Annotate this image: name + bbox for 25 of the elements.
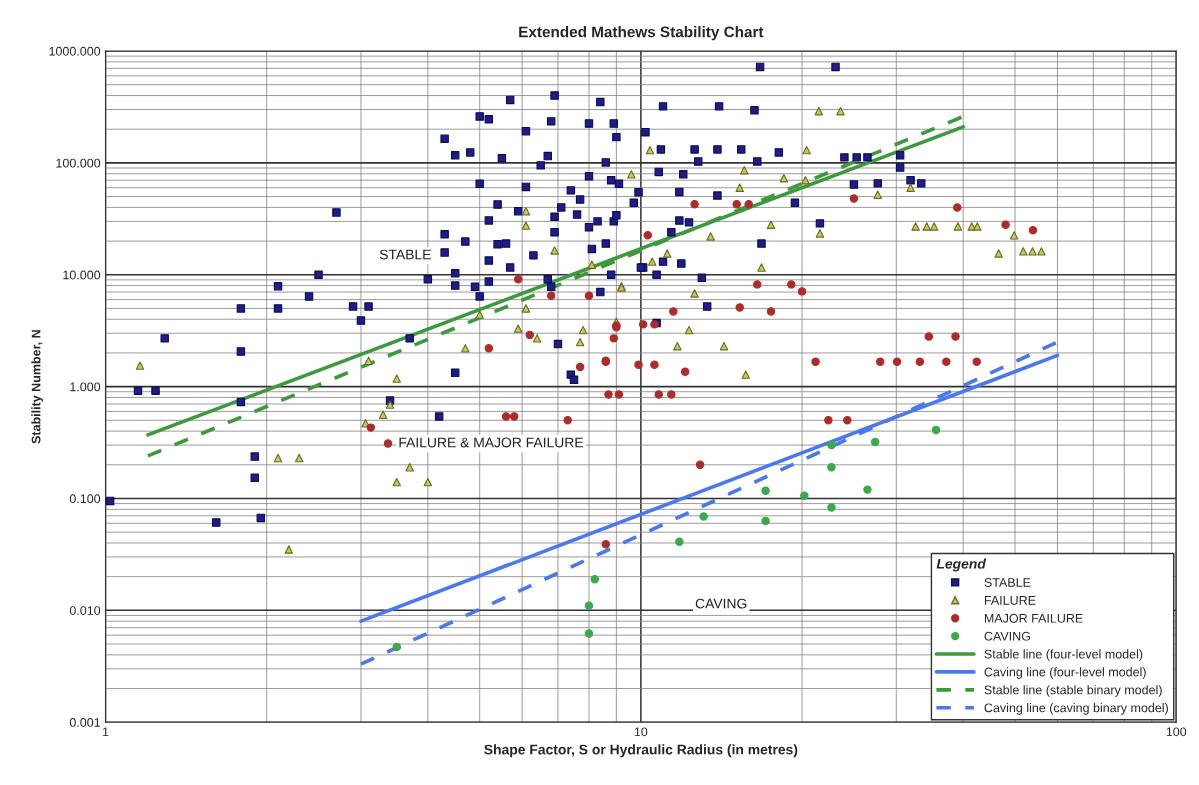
annotation: CAVING: [695, 598, 747, 609]
y-tick-label: 1.000: [70, 382, 101, 392]
legend-label: MAJOR FAILURE: [984, 613, 1083, 623]
y-tick-label: 0.100: [69, 494, 101, 504]
x-axis-title: Shape Factor, S or Hydraulic Radius (in metres): [484, 744, 798, 758]
legend-label: Caving line (caving binary model): [984, 703, 1168, 715]
y-tick-label: 100.000: [56, 158, 101, 168]
legend-label: Caving line (four-level model): [984, 667, 1146, 679]
y-tick-label: 10.000: [63, 270, 101, 280]
legend-label: CAVING: [984, 631, 1030, 641]
legend-label: Stable line (stable binary model): [984, 685, 1162, 697]
annotation: STABLE: [379, 249, 431, 260]
y-tick-label: 0.001: [69, 718, 101, 727]
x-tick-label: 100: [1166, 727, 1187, 737]
legend-title: Legend: [936, 558, 987, 572]
annotation: FAILURE & MAJOR FAILURE: [399, 437, 583, 448]
y-axis-title: Stability Number, N: [31, 330, 43, 444]
y-tick-label: 1000.000: [49, 46, 101, 56]
legend-label: FAILURE: [984, 596, 1036, 605]
legend-label: STABLE: [984, 578, 1031, 587]
y-tick-label: 0.010: [69, 606, 101, 615]
x-tick-label: 1: [102, 727, 109, 737]
x-tick-label: 10: [634, 727, 648, 737]
chart-title: Extended Mathews Stability Chart: [519, 26, 764, 41]
legend-label: Stable line (four-level model): [984, 649, 1143, 661]
